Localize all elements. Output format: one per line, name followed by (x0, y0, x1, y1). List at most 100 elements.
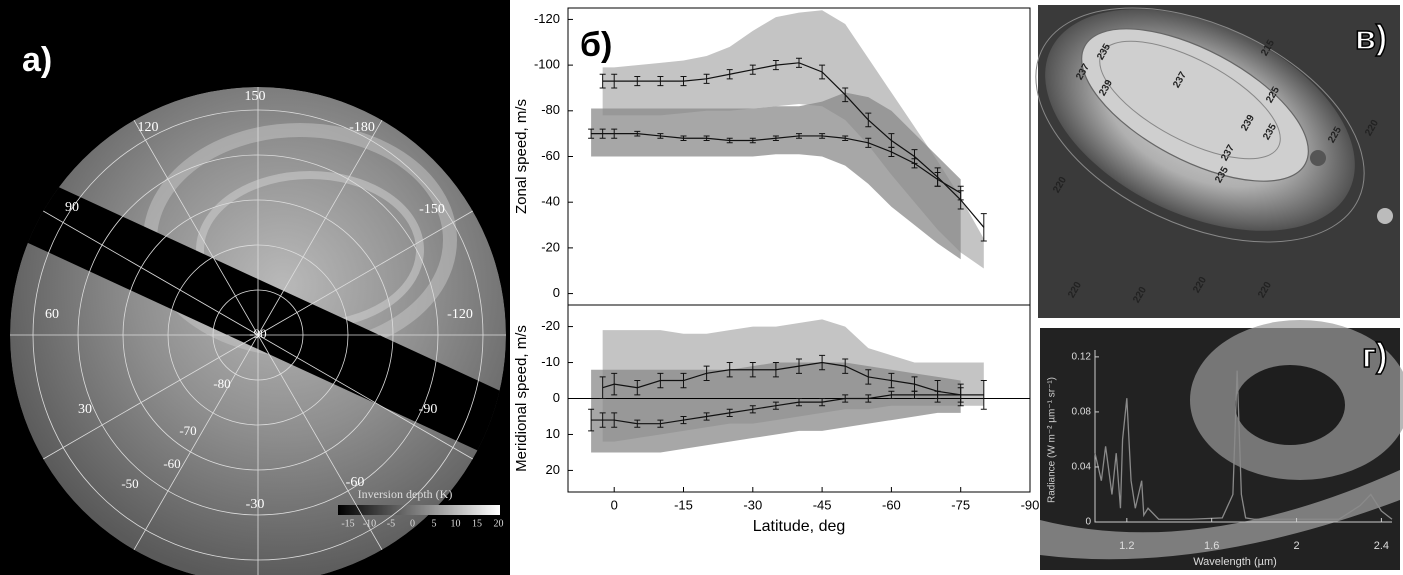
error-bar (749, 405, 756, 414)
error-bar (749, 137, 756, 144)
vortex-image-ir (1040, 320, 1403, 560)
y-tick-label: 10 (546, 426, 560, 441)
error-bar (588, 128, 595, 139)
latitude-label: -60 (163, 456, 180, 471)
x-tick-label: -75 (951, 497, 970, 512)
polar-grid-ray (133, 120, 259, 336)
longitude-label: 30 (78, 402, 92, 417)
error-bar (772, 401, 779, 410)
y-tick-label: 0.08 (1072, 407, 1092, 418)
y-axis-label: Zonal speed, m/s (513, 99, 530, 214)
spread-band (602, 10, 984, 269)
longitude-label: -30 (246, 497, 265, 512)
error-bar (796, 57, 802, 68)
y-tick-label: -20 (541, 239, 560, 254)
panel-label: в) (1355, 19, 1387, 57)
error-bar (703, 412, 710, 421)
colorbar-tick-label: -15 (341, 518, 354, 529)
error-bar (772, 135, 779, 142)
limb (1040, 470, 1400, 560)
error-bar (611, 128, 618, 139)
error-bar (726, 362, 733, 378)
error-bar (657, 133, 664, 139)
y-tick-label: 0 (1085, 517, 1091, 528)
spread-band (591, 92, 961, 260)
y-tick-label: -20 (541, 318, 560, 333)
error-bar (657, 419, 664, 428)
longitude-label: -60 (346, 475, 365, 490)
error-bar (703, 135, 710, 142)
error-bar (726, 408, 733, 417)
error-bar (680, 135, 687, 142)
error-bar (680, 372, 687, 389)
error-bar (611, 372, 618, 396)
error-bar (680, 415, 687, 425)
contour-line (1035, 7, 1365, 243)
error-bar (934, 171, 941, 187)
error-bar (888, 372, 895, 389)
error-bar (657, 76, 664, 87)
error-bar (634, 419, 641, 428)
error-bar (865, 394, 872, 403)
colorbar (338, 505, 500, 515)
y-tick-label: -120 (534, 11, 560, 26)
error-bar (772, 362, 779, 378)
error-bar (796, 358, 802, 374)
latitude-label: -70 (179, 423, 196, 438)
error-bar (588, 408, 595, 432)
spectrum-line (1094, 370, 1393, 520)
error-bar (634, 130, 641, 137)
error-bar (980, 213, 987, 242)
data-gap (10, 160, 506, 470)
longitude-label: 90 (65, 200, 79, 215)
colorbar-tick-label: 0 (410, 518, 415, 529)
error-bar (749, 64, 756, 75)
error-bar (796, 398, 802, 407)
error-bar (611, 412, 618, 428)
longitude-label: 60 (45, 307, 59, 322)
error-bar (934, 390, 941, 399)
series-line (591, 394, 961, 425)
colorbar-tick-label: -10 (363, 518, 376, 529)
colorbar-tick-label: -5 (387, 518, 395, 529)
polar-grid-ray (257, 334, 383, 550)
series-line (602, 361, 984, 396)
error-bar (888, 146, 895, 157)
error-bar (980, 380, 987, 410)
error-bar (599, 73, 606, 89)
y-axis-label: Meridional speed, m/s (513, 325, 530, 472)
y-axis-label: Radiance (W m⁻² µm⁻¹ sr⁻¹) (1047, 377, 1058, 503)
error-bar (611, 73, 618, 89)
series-line (602, 62, 985, 228)
x-tick-label: 2.4 (1374, 540, 1389, 552)
error-bar (599, 128, 606, 139)
polar-grid-ray (133, 334, 259, 550)
plot-area (567, 7, 1031, 306)
longitude-label: 150 (245, 89, 266, 104)
x-tick-label: -15 (674, 497, 693, 512)
error-bar (703, 73, 710, 84)
y-tick-label: -40 (541, 194, 560, 209)
error-bar (865, 369, 872, 385)
panel-label: г) (1362, 337, 1387, 375)
colorbar-tick-label: 20 (494, 518, 504, 529)
vortex-eye (1235, 365, 1345, 445)
error-bar (634, 380, 641, 396)
error-bar (749, 362, 756, 378)
error-bar (842, 358, 849, 374)
series-line (591, 133, 962, 194)
colorbar-tick-label: 10 (451, 518, 461, 529)
polar-grid-ray (257, 120, 383, 336)
longitude-label: -180 (349, 120, 375, 135)
colorbar-tick-label: 15 (472, 518, 482, 529)
error-bar (772, 60, 779, 71)
y-tick-label: 0 (553, 390, 560, 405)
plot-area (567, 304, 1031, 493)
error-bar (726, 69, 733, 80)
error-bar (911, 390, 918, 399)
error-bar (680, 76, 687, 87)
error-bar (865, 112, 872, 128)
x-axis-label: Wavelength (µm) (1193, 556, 1277, 568)
error-bar (599, 412, 606, 428)
